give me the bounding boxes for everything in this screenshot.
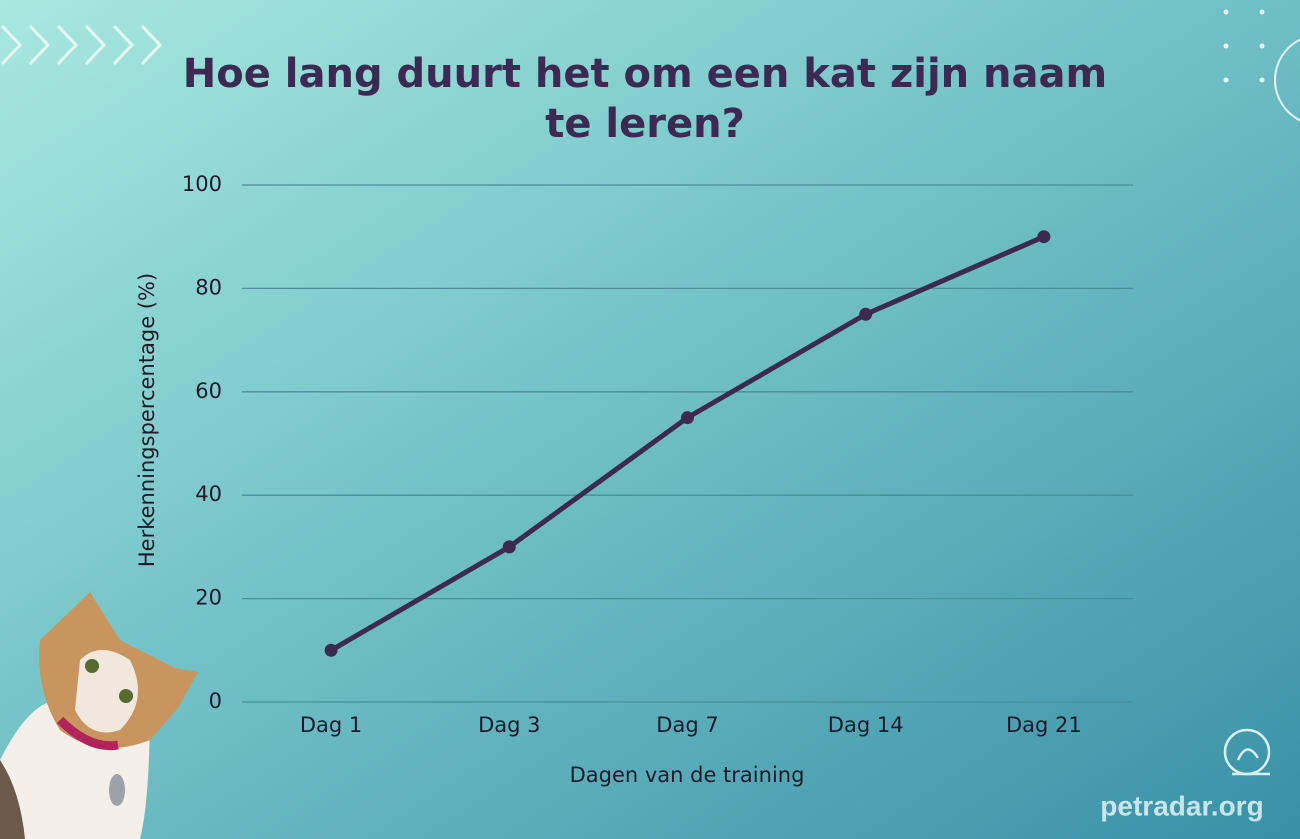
y-tick-label: 0 (209, 689, 222, 713)
y-tick-label: 100 (182, 172, 222, 196)
x-tick-label: Dag 1 (300, 713, 362, 737)
x-tick-label: Dag 21 (1006, 713, 1082, 737)
x-tick-label: Dag 7 (656, 713, 718, 737)
dots (1223, 9, 1265, 83)
x-tick-label: Dag 14 (828, 713, 904, 737)
y-axis-label: Herkenningspercentage (%) (135, 273, 159, 567)
data-point (324, 643, 338, 657)
y-tick-label: 60 (195, 379, 222, 403)
data-point (681, 411, 694, 425)
y-tick-label: 80 (195, 275, 222, 299)
data-point (502, 540, 516, 554)
watermark: petradar.org (1100, 790, 1263, 821)
data-point (1037, 230, 1051, 244)
y-tick-label: 40 (195, 482, 222, 506)
y-tick-label: 20 (195, 586, 222, 610)
chart-title: Hoe lang duurt het om een kat zijn naam t… (183, 51, 1107, 147)
x-axis-label: Dagen van de training (570, 763, 805, 787)
x-tick-label: Dag 3 (478, 713, 540, 737)
cat-illustration (0, 592, 198, 839)
logo (1223, 728, 1271, 776)
chevrons (0, 24, 163, 66)
ring (1274, 38, 1300, 122)
data-point (859, 307, 873, 321)
